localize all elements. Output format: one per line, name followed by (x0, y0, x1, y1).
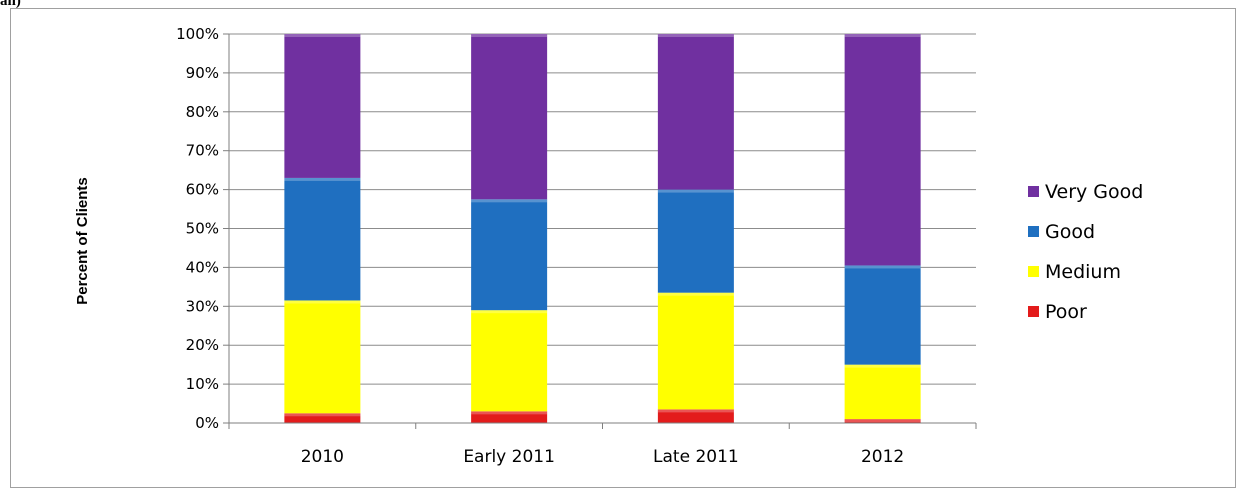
bar-segment-very-good (844, 34, 921, 266)
bar-segment-medium (844, 364, 921, 420)
bar-segment-highlight (844, 265, 921, 269)
bar-segment-good (844, 265, 921, 365)
bar-segment-highlight (844, 34, 921, 37)
y-axis-label: Percent of Clients (74, 177, 91, 305)
bar-segment-highlight (471, 199, 548, 203)
bar-segment-highlight (284, 177, 361, 181)
bar-segment-poor (844, 419, 921, 423)
stacked-bar-chart: 0% 10% 20% 30% 40% 50% 60% 70% 80% 90% 100% 2010 Ea… (74, 25, 1143, 467)
axes (228, 34, 977, 429)
legend-swatch-poor (1028, 306, 1039, 317)
y-tick-label: 0% (195, 414, 219, 432)
legend-label: Medium (1045, 261, 1121, 283)
bar-segment-medium (471, 310, 548, 412)
y-tick-label: 50% (186, 220, 219, 238)
x-tick-label: 2012 (861, 447, 904, 467)
bar-segment-medium (657, 292, 734, 410)
legend-swatch-very-good (1028, 186, 1039, 197)
bar-segment-highlight (657, 34, 734, 37)
x-tick-labels: 2010 Early 2011 Late 2011 2012 (301, 447, 905, 467)
y-tick-label: 100% (176, 25, 219, 43)
chart-frame: 0% 10% 20% 30% 40% 50% 60% 70% 80% 90% 100% 2010 Ea… (10, 8, 1236, 488)
y-tick-label: 10% (186, 375, 219, 393)
bar-segment-medium (284, 300, 361, 414)
bar-segment-poor (471, 411, 548, 423)
bar-segment-good (657, 189, 734, 293)
bar-segment-highlight (471, 411, 548, 415)
legend: Very Good Good Medium Poor (1028, 181, 1143, 323)
bar-segment-very-good (657, 34, 734, 190)
legend-swatch-medium (1028, 266, 1039, 277)
bar-segment-highlight (284, 34, 361, 37)
x-tick-label: Late 2011 (653, 447, 739, 467)
y-tick-label: 60% (186, 181, 219, 199)
bar-segment-poor (657, 409, 734, 423)
bar-segment-highlight (844, 364, 921, 368)
y-tick-label: 40% (186, 258, 219, 276)
bar-segment-highlight (657, 409, 734, 413)
y-tick-label: 30% (186, 297, 219, 315)
bar-segment-good (471, 199, 548, 311)
bar-segment-highlight (284, 300, 361, 304)
legend-label: Good (1045, 221, 1095, 243)
x-tick-label: 2010 (301, 447, 344, 467)
y-tick-label: 80% (186, 103, 219, 121)
legend-label: Very Good (1045, 181, 1143, 203)
bars (284, 34, 921, 423)
bar-segment-highlight (471, 34, 548, 37)
corner-text: an) (0, 0, 21, 9)
x-tick-label: Early 2011 (463, 447, 555, 467)
bar-segment-highlight (657, 189, 734, 193)
legend-label: Poor (1045, 301, 1087, 323)
bar-segment-poor (284, 413, 361, 423)
bar-segment-highlight (844, 419, 921, 423)
bar-segment-very-good (284, 34, 361, 178)
bar-segment-highlight (284, 413, 361, 417)
bar-segment-very-good (471, 34, 548, 200)
y-tick-label: 70% (186, 142, 219, 160)
legend-swatch-good (1028, 226, 1039, 237)
bar-segment-highlight (471, 310, 548, 314)
y-tick-label: 20% (186, 336, 219, 354)
bar-segment-good (284, 177, 361, 301)
y-tick-labels: 0% 10% 20% 30% 40% 50% 60% 70% 80% 90% 100% (176, 25, 219, 432)
y-tick-label: 90% (186, 64, 219, 82)
bar-segment-highlight (657, 292, 734, 296)
